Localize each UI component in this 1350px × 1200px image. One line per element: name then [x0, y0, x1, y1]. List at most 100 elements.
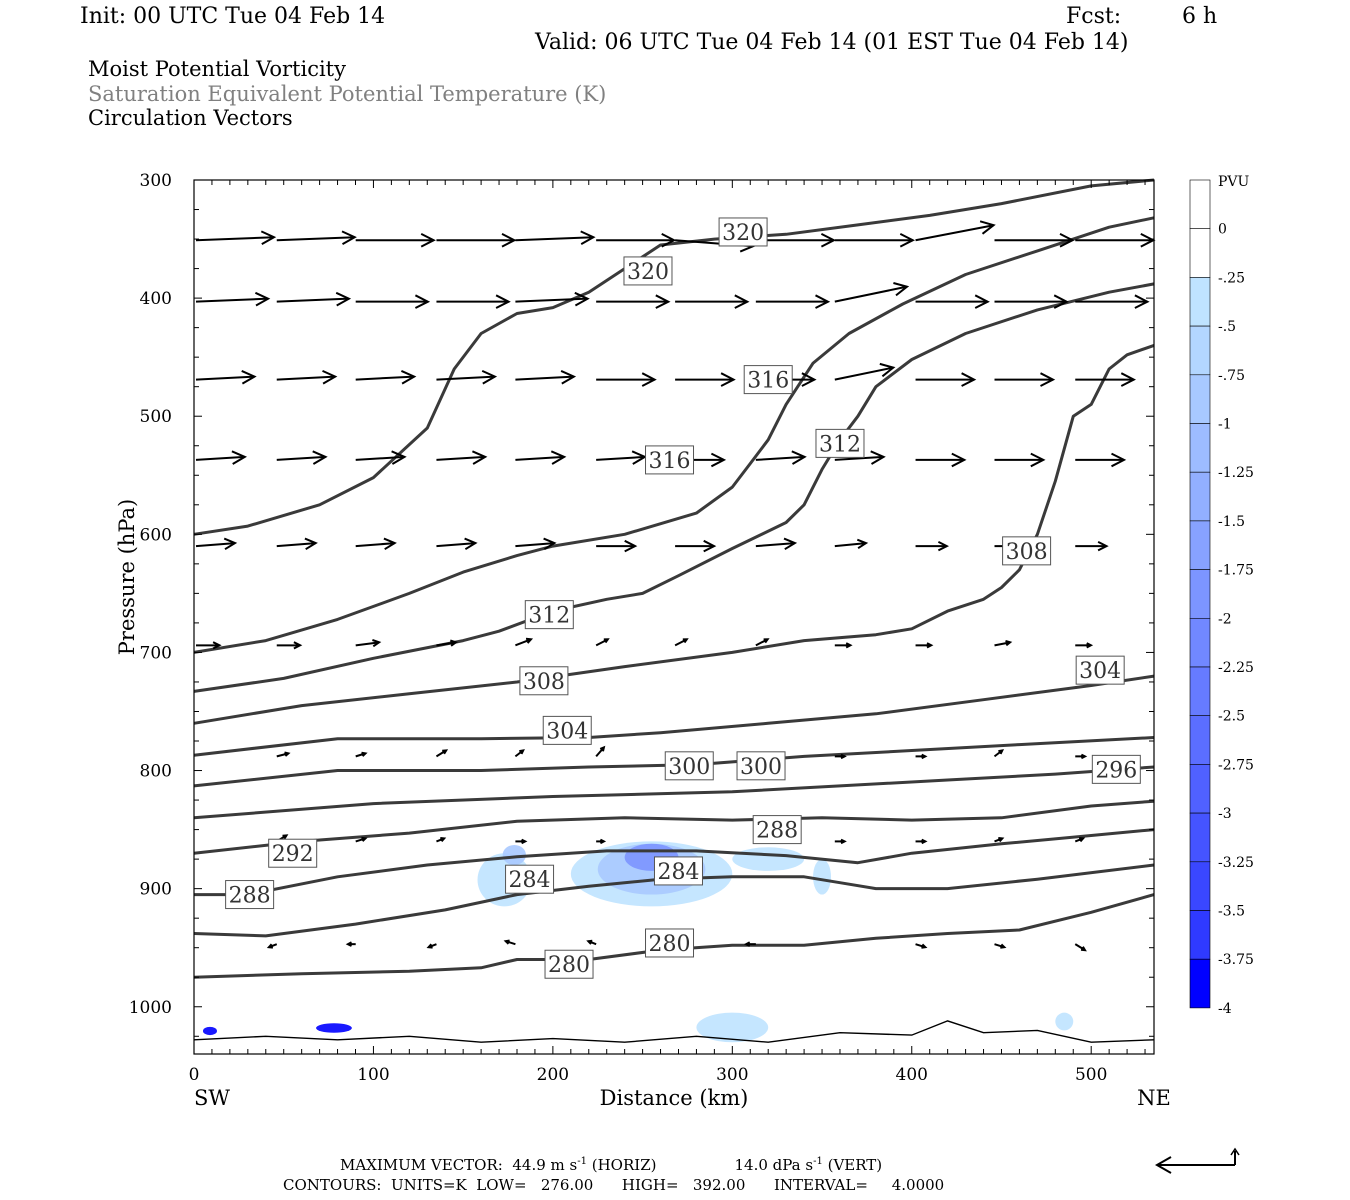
- circulation-vectors: [195, 220, 1156, 952]
- vector-head: [1053, 294, 1069, 309]
- vector-arrow-9: [915, 220, 996, 242]
- contour-label-3: 316: [645, 445, 695, 475]
- vector-arrow-88: [994, 837, 1005, 843]
- contour-info: CONTOURS: UNITS=K LOW= 276.00 HIGH= 392.…: [283, 1176, 945, 1194]
- max-vector-vert-exponent: -1: [813, 1156, 823, 1167]
- contour-label-11: 300: [736, 751, 786, 781]
- init-time: Init: 00 UTC Tue 04 Feb 14: [80, 4, 386, 29]
- contour-label-text: 280: [649, 932, 691, 957]
- vector-shaft: [276, 297, 349, 303]
- y-tick-label: 400: [140, 289, 172, 309]
- vector-head: [341, 230, 357, 245]
- contour-label-text: 288: [229, 884, 271, 909]
- colorbar-label: -2.5: [1218, 709, 1245, 725]
- vector-arrow-53: [596, 539, 638, 553]
- vector-head: [974, 294, 990, 309]
- vector-head: [870, 450, 886, 465]
- vector-head: [580, 230, 596, 245]
- contour-label-14: 292: [268, 838, 318, 868]
- vector-arrow-93: [503, 939, 516, 946]
- vector-head: [937, 541, 950, 552]
- contour-label-box: [225, 880, 275, 910]
- contour-label-4: 312: [815, 428, 865, 458]
- vector-arrow-25: [276, 369, 338, 385]
- vector-arrow-39: [436, 450, 488, 465]
- vector-shaft: [515, 375, 574, 381]
- vector-head: [312, 450, 328, 465]
- vector-arrow-76: [595, 745, 606, 758]
- theta-es-contours: [193, 178, 1155, 979]
- vector-arrow-24: [195, 369, 257, 385]
- vector-arrow-82: [355, 836, 368, 843]
- vector-arrow-12: [195, 291, 271, 307]
- vector-shaft: [755, 455, 805, 461]
- vector-arrow-48: [195, 537, 238, 551]
- vector-head: [1120, 372, 1136, 387]
- vector-shaft: [276, 542, 316, 548]
- vector-arrow-28: [515, 369, 577, 385]
- vector-arrow-18: [675, 294, 750, 309]
- vector-shaft: [436, 375, 495, 381]
- contour-label-box: [505, 864, 555, 894]
- vector-arrow-57: [915, 541, 950, 552]
- vector-arrow-77: [834, 753, 847, 760]
- contour-312: [193, 282, 1155, 693]
- colorbar-cell-2: [1189, 277, 1211, 327]
- vector-arrow-47: [1075, 452, 1127, 468]
- contour-316: [193, 216, 1155, 654]
- vector-head: [603, 638, 610, 644]
- vector-head: [260, 230, 277, 245]
- colorbar-label: -1.5: [1218, 514, 1245, 530]
- vector-arrow-13: [276, 291, 352, 307]
- vector-shaft: [915, 224, 994, 242]
- contour-label-1: 320: [718, 217, 768, 247]
- contour-label-12: 296: [1091, 754, 1141, 784]
- contour-label-box: [544, 949, 594, 979]
- vector-arrow-46: [994, 452, 1046, 468]
- vector-arrow-91: [345, 941, 356, 947]
- colorbar-cell-9: [1189, 617, 1211, 668]
- vector-head: [495, 294, 511, 309]
- vector-head: [641, 372, 657, 387]
- vector-arrow-59: [1075, 541, 1109, 552]
- reference-vector-up-head: [1230, 1147, 1240, 1156]
- colorbar-label: -2.75: [1218, 757, 1254, 773]
- contour-label-box: [1075, 655, 1125, 685]
- vector-arrow-14: [355, 294, 431, 309]
- colorbar-cell-11: [1189, 715, 1211, 765]
- vector-arrow-97: [994, 943, 1007, 949]
- contour-label-box: [268, 838, 318, 868]
- contour-label-text: 316: [649, 449, 691, 474]
- vector-head: [335, 291, 352, 307]
- y-tick-label: 500: [140, 407, 172, 427]
- pv-colorbar: PVU 0 -.25 -.5 -.75 -1 -1.25 -1.5 -1.75 -2 -2.25 -2…: [1189, 174, 1254, 1017]
- vector-head: [383, 537, 397, 551]
- vector-arrow-83: [436, 837, 447, 843]
- vector-head: [998, 837, 1005, 843]
- vector-arrow-80: [1075, 753, 1088, 760]
- contour-label-box: [542, 715, 592, 745]
- vector-head: [979, 220, 996, 235]
- vector-arrow-20: [834, 282, 910, 303]
- vector-arrow-72: [276, 751, 291, 758]
- colorbar-label: -1.25: [1218, 465, 1254, 481]
- forecast-hour-label: Fcst:: [1066, 4, 1122, 29]
- contour-label-text: 288: [756, 819, 798, 844]
- vector-head: [322, 369, 338, 385]
- vector-head: [743, 941, 751, 947]
- contour-label-text: 280: [548, 953, 590, 978]
- contour-label-17: 288: [225, 880, 275, 910]
- vector-head: [414, 294, 431, 309]
- contour-label-0: 320: [623, 256, 673, 286]
- vector-arrow-67: [755, 638, 770, 647]
- contour-label-text: 296: [1095, 758, 1137, 783]
- vector-arrow-60: [196, 641, 222, 650]
- x-axis-right-end: NE: [1137, 1086, 1171, 1110]
- vector-head: [879, 362, 896, 378]
- vector-shaft: [436, 641, 457, 647]
- contour-label-box: [743, 365, 793, 395]
- vector-shaft: [355, 641, 380, 647]
- contour-label-box: [664, 751, 714, 781]
- colorbar-label: -1: [1218, 417, 1232, 433]
- colorbar-label: -1.75: [1218, 563, 1254, 579]
